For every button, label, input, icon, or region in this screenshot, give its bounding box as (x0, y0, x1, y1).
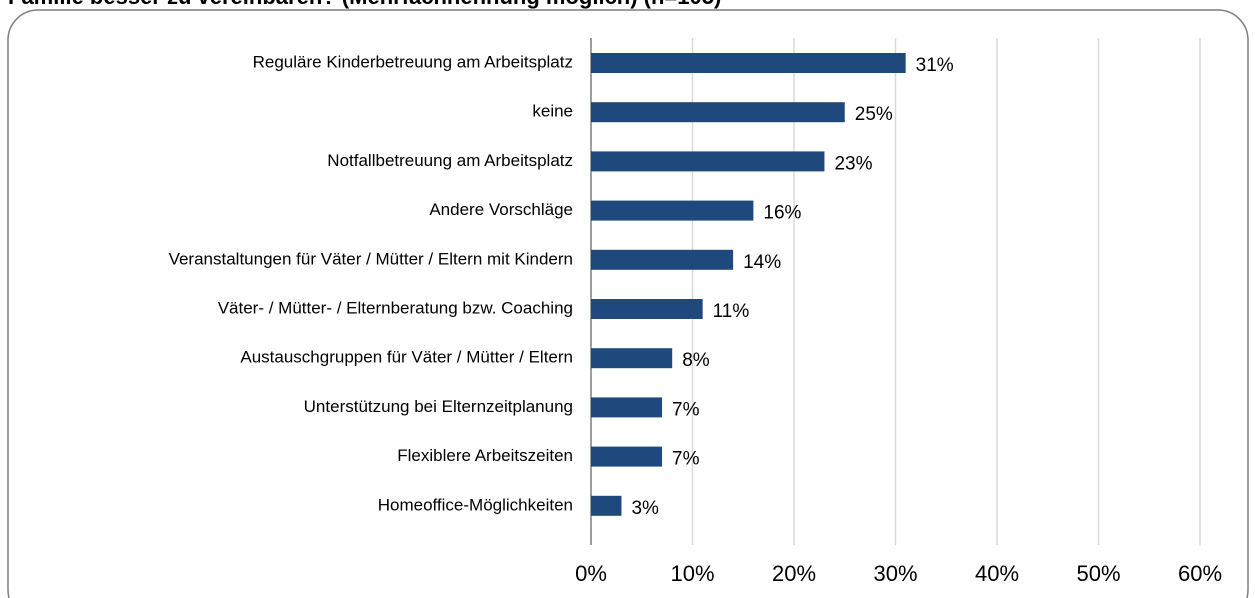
value-label: 31% (916, 55, 954, 76)
y-tick-label: Flexiblere Arbeitszeiten (397, 446, 573, 465)
y-tick-label: Veranstaltungen für Väter / Mütter / Elt… (169, 249, 573, 268)
y-tick-label: Homeoffice-Möglichkeiten (378, 495, 573, 514)
chart-title: Familie besser zu vereinbaren? (Mehrfach… (8, 0, 721, 9)
x-tick-label: 0% (575, 561, 607, 586)
bar (591, 200, 754, 221)
value-label: 3% (631, 498, 659, 519)
bar (591, 249, 734, 270)
value-label: 16% (763, 203, 801, 224)
bar (591, 151, 825, 172)
bar (591, 446, 663, 467)
bar (591, 299, 703, 319)
y-tick-label: Väter- / Mütter- / Elternberatung bzw. C… (218, 298, 573, 317)
x-tick-label: 60% (1178, 561, 1222, 586)
x-tick-label: 10% (670, 561, 714, 586)
value-label: 8% (682, 350, 710, 371)
value-label: 11% (713, 301, 750, 322)
x-tick-label: 40% (975, 561, 1019, 586)
value-label: 7% (672, 399, 700, 420)
y-tick-label: Notfallbetreuung am Arbeitsplatz (327, 151, 573, 170)
y-tick-label: Reguläre Kinderbetreuung am Arbeitsplatz (253, 52, 573, 71)
x-tick-label: 50% (1076, 561, 1120, 586)
value-label: 7% (672, 449, 700, 470)
x-tick-label: 20% (772, 561, 816, 586)
value-label: 23% (834, 153, 872, 174)
value-label: 25% (855, 104, 893, 125)
y-tick-label: Austauschgruppen für Väter / Mütter / El… (240, 348, 573, 367)
bar (591, 348, 673, 369)
bar (591, 102, 845, 123)
bar (591, 495, 622, 516)
title-backdrop (0, 0, 880, 8)
x-tick-label: 30% (873, 561, 917, 586)
y-tick-label: Andere Vorschläge (429, 200, 573, 219)
value-label: 14% (743, 252, 781, 273)
y-tick-label: keine (532, 102, 573, 121)
y-tick-label: Unterstützung bei Elternzeitplanung (304, 397, 573, 416)
bar (591, 53, 906, 73)
bar (591, 397, 663, 418)
